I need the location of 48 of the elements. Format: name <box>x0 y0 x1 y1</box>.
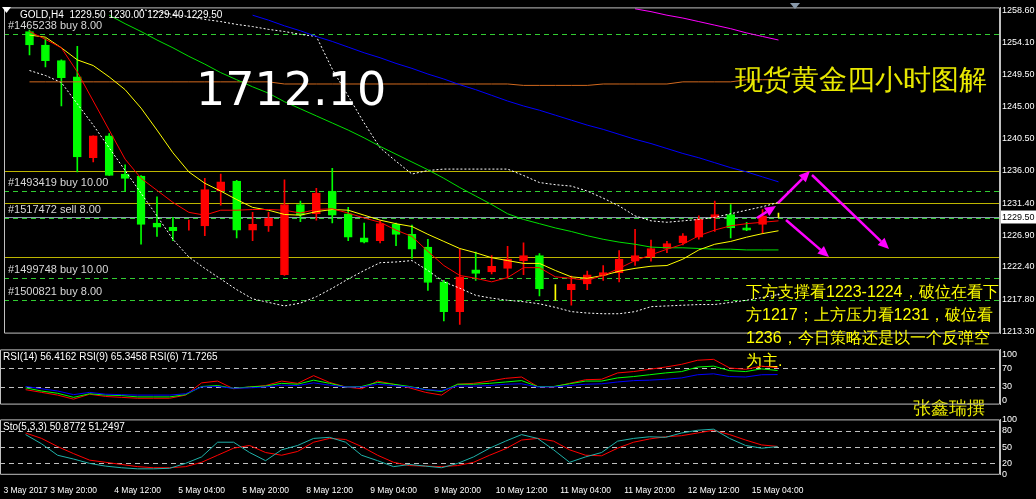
y-tick-label: 100 <box>1002 349 1018 360</box>
candlestick <box>120 164 130 192</box>
chart-title: Sto(5,3,3) 50.8772 51.2497 <box>3 421 126 433</box>
x-tick-label: 12 May 12:00 <box>687 485 740 496</box>
x-tick-label: 9 May 20:00 <box>434 485 482 496</box>
y-tick-label: 0 <box>1002 468 1008 479</box>
y-tick-label: 1226.90 <box>1002 229 1035 240</box>
ref-line-label: #1500821 buy 8.00 <box>8 285 103 298</box>
y-tick-label: 0 <box>1002 394 1008 405</box>
y-tick-label: 1222.40 <box>1002 261 1035 272</box>
y-tick-label: 1240.50 <box>1002 133 1035 144</box>
x-tick-label: 11 May 20:00 <box>624 485 676 496</box>
y-tick-label: 1231.40 <box>1002 197 1035 208</box>
y-tick-label: 50 <box>1002 441 1013 452</box>
x-tick-label: 15 May 04:00 <box>751 485 804 496</box>
candlestick <box>710 200 720 232</box>
ref-line-label: 1229.50 <box>1002 211 1035 222</box>
y-tick-label: 1254.10 <box>1002 36 1035 47</box>
x-tick-label: 9 May 04:00 <box>370 485 418 496</box>
x-tick-label: 5 May 20:00 <box>242 485 290 496</box>
candlestick <box>471 251 481 281</box>
y-tick-label: 70 <box>1002 362 1013 373</box>
candlestick <box>152 196 162 237</box>
x-tick-label: 11 May 04:00 <box>560 485 612 496</box>
y-tick-label: 1236.00 <box>1002 164 1035 175</box>
text: 张鑫瑞撰 <box>913 398 985 418</box>
y-tick-label: 100 <box>1002 414 1018 425</box>
x-tick-label: 10 May 12:00 <box>495 485 548 496</box>
chart-title: RSI(14) 56.4162 RSI(9) 65.3458 RSI(6) 71.7265 <box>3 351 219 363</box>
y-tick-label: 20 <box>1002 457 1013 468</box>
y-tick-label: 1245.00 <box>1002 101 1035 112</box>
y-tick-label: 1217.80 <box>1002 294 1035 305</box>
x-tick-label: 3 May 2017 <box>3 485 49 496</box>
ref-line-label: #1465238 buy 8.00 <box>8 19 103 32</box>
y-tick-label: 1258.60 <box>1002 4 1035 15</box>
chart-title: GOLD,H4 1229.50 1230.00 1229.40 1229.50 <box>20 9 223 21</box>
y-tick-label: 30 <box>1002 380 1013 391</box>
ref-line-label: #1517472 sell 8.00 <box>8 203 101 216</box>
x-tick-label: 3 May 20:00 <box>50 485 98 496</box>
y-tick-label: 1249.50 <box>1002 69 1035 80</box>
y-tick-label: 80 <box>1002 425 1013 436</box>
x-tick-label: 8 May 12:00 <box>306 485 354 496</box>
x-tick-label: 5 May 04:00 <box>178 485 226 496</box>
ref-line-label: #1499748 buy 10.00 <box>8 263 109 276</box>
annotation: 下方支撑看1223-1224，破位在看下方1217；上方压力看1231，破位看1236，今日策略还是以一个反弹空为主. <box>746 282 1000 371</box>
y-tick-label: 1213.30 <box>1002 325 1035 336</box>
ref-line-label: #1493419 buy 10.00 <box>8 176 109 189</box>
x-tick-label: 4 May 12:00 <box>114 485 162 496</box>
